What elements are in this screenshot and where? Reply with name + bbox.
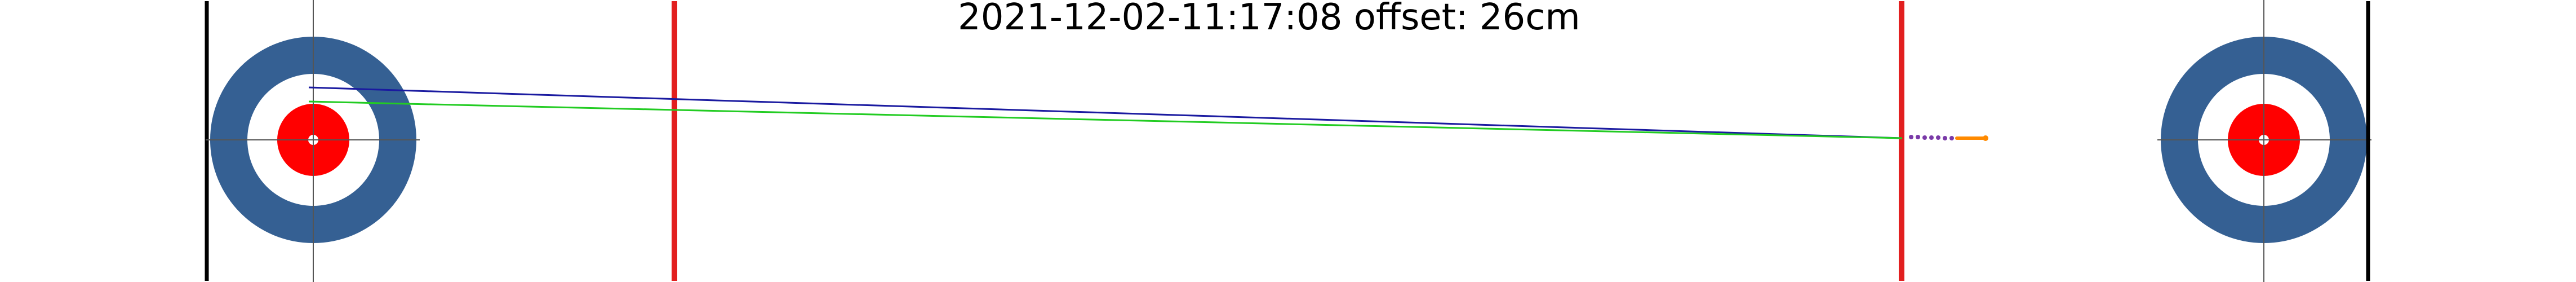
stone-track-dot <box>1949 136 1954 140</box>
stone-track-dot <box>1909 135 1913 139</box>
stone-track-dot <box>1929 135 1934 140</box>
stone-track-dot <box>1922 135 1927 140</box>
stone-track-dot <box>1916 135 1920 139</box>
house-target-left <box>206 0 420 282</box>
trajectory-measured <box>308 86 1903 139</box>
stone-track-dot <box>1943 136 1947 140</box>
house-target-right <box>2157 0 2371 282</box>
stone-start-dot <box>1983 135 1988 141</box>
trajectory-fitted <box>308 100 1903 139</box>
stone-track-dot <box>1936 135 1940 140</box>
stone-start-segment <box>1955 136 1984 140</box>
stone-release-marker <box>1909 135 1988 141</box>
diagram-title: 2021-12-02-11:17:08 offset: 26cm <box>958 0 1580 38</box>
